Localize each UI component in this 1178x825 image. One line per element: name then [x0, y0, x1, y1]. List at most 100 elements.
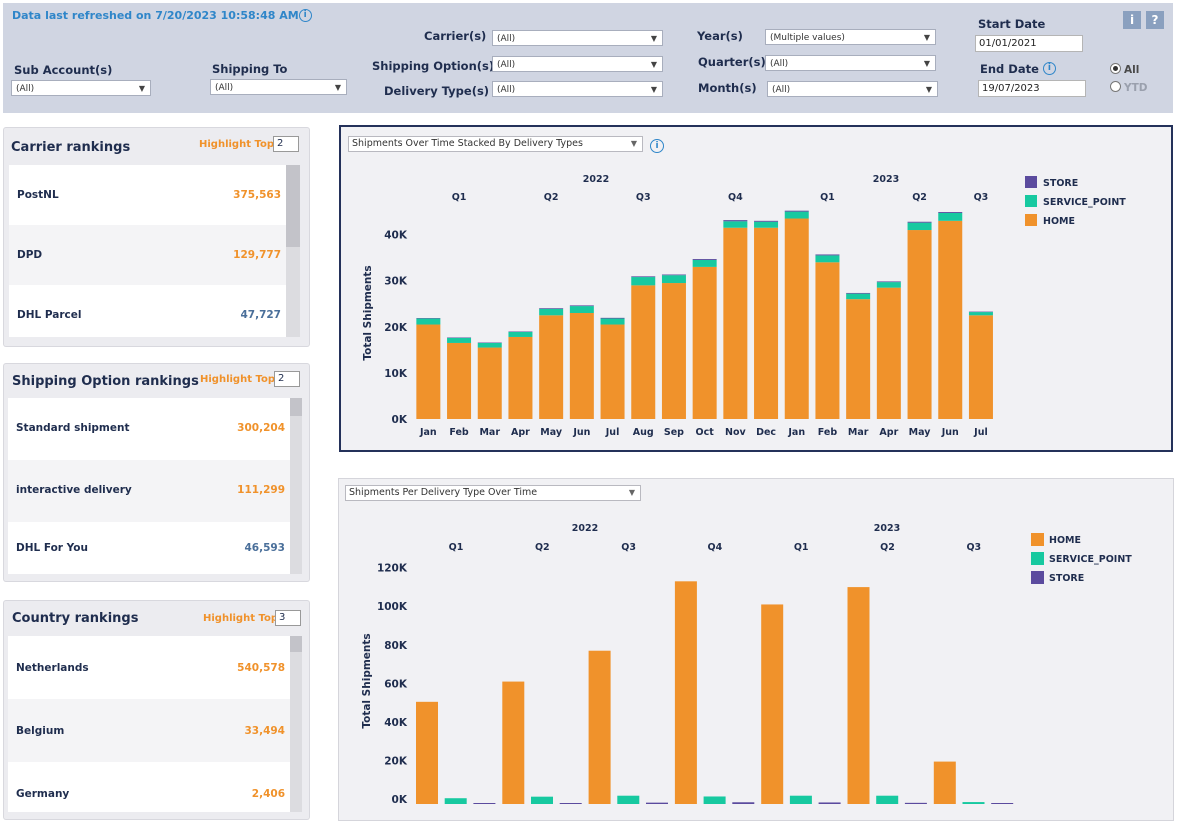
x-tick-label: May — [909, 427, 932, 438]
country-rankings-panel: Country rankings Highlight Top 3 Netherl… — [4, 601, 309, 819]
list-item[interactable]: interactive delivery 111,299 — [8, 460, 291, 522]
legend-swatch — [1025, 195, 1037, 207]
month-dropdown[interactable]: (All) ▼ — [767, 81, 938, 97]
bar-home — [761, 604, 784, 804]
start-date-input[interactable]: 01/01/2021 — [975, 35, 1083, 52]
list-item[interactable]: Germany 2,406 — [8, 762, 291, 812]
y-tick-label: 30K — [384, 276, 408, 288]
bar-service-point — [938, 212, 963, 221]
shipping-option-label: Shipping Option(s) — [372, 59, 495, 73]
y-tick-label: 120K — [377, 563, 408, 575]
year-dropdown[interactable]: (Multiple values) ▼ — [765, 29, 936, 45]
highlight-top-input[interactable]: 2 — [274, 371, 300, 387]
shipping-option-dropdown[interactable]: (All) ▼ — [492, 56, 663, 72]
bar-store — [473, 803, 496, 804]
bar-service-point — [876, 795, 899, 804]
list-item[interactable]: DHL For You 46,593 — [8, 522, 291, 574]
highlight-top-input[interactable]: 2 — [273, 136, 299, 152]
shipping-rank-list: Standard shipment 300,204 interactive de… — [8, 398, 291, 574]
bar-service-point — [846, 293, 871, 300]
bar-store — [600, 317, 625, 319]
scrollbar-thumb[interactable] — [290, 398, 302, 416]
rank-name: PostNL — [17, 189, 59, 201]
info-icon[interactable]: i — [1042, 62, 1056, 75]
chevron-down-icon: ▼ — [628, 488, 635, 497]
quarter-header: Q2 — [880, 542, 895, 553]
year-header: 2022 — [583, 174, 609, 185]
list-item[interactable]: PostNL 375,563 — [9, 165, 287, 225]
legend-label: SERVICE_POINT — [1043, 197, 1126, 208]
bar-home — [815, 262, 840, 419]
legend-label: HOME — [1049, 535, 1081, 546]
x-tick-label: Jul — [605, 427, 620, 438]
list-item[interactable]: DPD 129,777 — [9, 225, 287, 285]
bar-store — [754, 220, 779, 222]
info-icon[interactable]: i — [650, 139, 664, 153]
bar-service-point — [661, 275, 686, 284]
rank-name: DHL For You — [16, 542, 88, 554]
bar-store — [904, 802, 927, 804]
shipping-to-value: (All) — [215, 83, 234, 93]
bar-service-point — [876, 282, 901, 288]
x-tick-label: Sep — [664, 427, 684, 438]
chevron-down-icon: ▼ — [650, 34, 657, 43]
rank-value: 375,563 — [233, 189, 281, 201]
scrollbar[interactable] — [290, 636, 302, 812]
carrier-rank-list: PostNL 375,563 DPD 129,777 DHL Parcel 47… — [9, 165, 287, 337]
highlight-top-input[interactable]: 3 — [275, 610, 301, 626]
quarter-header: Q3 — [621, 542, 636, 553]
delivery-type-dropdown[interactable]: (All) ▼ — [492, 81, 663, 97]
y-tick-label: 0K — [392, 794, 408, 806]
y-tick-label: 20K — [384, 322, 408, 334]
list-item[interactable]: Standard shipment 300,204 — [8, 398, 291, 460]
bar-service-point — [569, 306, 594, 313]
scrollbar-thumb[interactable] — [290, 636, 302, 652]
list-item[interactable]: Belgium 33,494 — [8, 699, 291, 762]
chevron-down-icon: ▼ — [923, 33, 930, 42]
chart-selector-dropdown[interactable]: Shipments Per Delivery Type Over Time ▼ — [345, 485, 641, 501]
x-tick-label: Feb — [818, 427, 838, 438]
radio-all-label: All — [1124, 64, 1140, 76]
carrier-dropdown[interactable]: (All) ▼ — [492, 30, 663, 46]
country-rank-list: Netherlands 540,578 Belgium 33,494 Germa… — [8, 636, 291, 812]
bar-home — [539, 315, 564, 419]
bar-home — [416, 701, 438, 804]
x-tick-label: Jan — [419, 427, 437, 438]
chart-selector-dropdown[interactable]: Shipments Over Time Stacked By Delivery … — [348, 136, 643, 152]
scrollbar[interactable] — [286, 165, 300, 337]
rank-name: DHL Parcel — [17, 309, 82, 321]
bar-store — [692, 259, 717, 260]
bar-home — [416, 324, 441, 419]
bar-service-point — [416, 318, 441, 325]
quarter-header: Q2 — [912, 192, 927, 203]
radio-all[interactable]: All — [1110, 63, 1139, 76]
refresh-info: Data last refreshed on 7/20/2023 10:58:4… — [12, 9, 312, 22]
y-tick-label: 100K — [377, 601, 408, 613]
year-header: 2023 — [873, 174, 899, 185]
sub-account-dropdown[interactable]: (All) ▼ — [11, 80, 151, 96]
help-button[interactable]: ? — [1146, 11, 1164, 29]
scrollbar[interactable] — [290, 398, 302, 574]
list-item[interactable]: DHL Parcel 47,727 — [9, 285, 287, 337]
bar-home — [631, 285, 656, 419]
scrollbar-thumb[interactable] — [286, 165, 300, 247]
bar-home — [661, 283, 686, 419]
info-icon[interactable]: i — [298, 9, 312, 22]
rank-value: 47,727 — [240, 309, 281, 321]
bar-store — [661, 274, 686, 276]
y-tick-label: 40K — [384, 230, 408, 242]
info-button[interactable]: i — [1123, 11, 1141, 29]
rank-name: Netherlands — [16, 662, 89, 674]
list-item[interactable]: Netherlands 540,578 — [8, 636, 291, 699]
y-tick-label: 0K — [392, 414, 408, 426]
chevron-down-icon: ▼ — [650, 60, 657, 69]
shipping-rankings-panel: Shipping Option rankings Highlight Top 2… — [4, 364, 309, 581]
shipping-to-dropdown[interactable]: (All) ▼ — [210, 79, 347, 95]
quarter-dropdown[interactable]: (All) ▼ — [765, 55, 936, 71]
rank-value: 540,578 — [237, 662, 285, 674]
radio-ytd[interactable]: YTD — [1110, 81, 1147, 94]
bar-service-point — [907, 222, 932, 231]
grouped-chart-panel: Shipments Per Delivery Type Over Time ▼ 0… — [339, 479, 1173, 820]
end-date-input[interactable]: 19/07/2023 — [978, 80, 1086, 97]
year-header: 2022 — [572, 523, 598, 534]
